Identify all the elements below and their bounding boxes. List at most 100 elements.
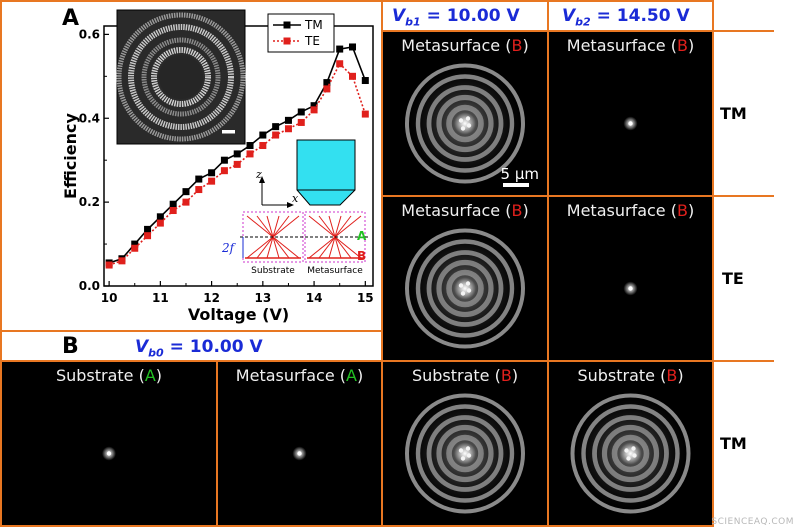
point-te-1 — [118, 257, 126, 265]
x-arrow-icon — [287, 202, 294, 208]
point-te-10 — [233, 160, 241, 168]
x-axis-letter: x — [292, 192, 299, 205]
voltage-label-vb2: Vb2 = 14.50 V — [562, 6, 690, 28]
vb1-subscript: b1 — [405, 15, 421, 29]
point-tm-4 — [156, 213, 164, 221]
diffraction-ring-4 — [446, 104, 484, 143]
vb0-value: = 10.00 V — [163, 337, 263, 357]
diffraction-ring-0 — [570, 393, 691, 514]
ray-top — [256, 215, 274, 238]
diffraction-ring-3 — [436, 94, 494, 153]
point-tm-3 — [144, 225, 152, 233]
ray-top — [272, 215, 300, 238]
sem-inset — [116, 9, 246, 145]
point-tm-12 — [259, 131, 267, 139]
diffraction-ring-1 — [415, 404, 515, 503]
point-tm-19 — [349, 43, 357, 51]
point-tm-14 — [284, 116, 292, 124]
speckle-1 — [466, 288, 472, 293]
vb2-subscript: b2 — [575, 15, 591, 29]
row-label-tm-2: TM — [720, 434, 747, 453]
y-tick-label-2: 0.4 — [79, 111, 100, 125]
point-tm-7 — [195, 175, 203, 183]
point-te-2 — [131, 244, 139, 252]
ray-bottom — [334, 236, 362, 259]
x-tick-label-1: 11 — [152, 291, 169, 305]
speckle-2 — [626, 456, 631, 461]
credit-watermark: SCIENCEAQ.COM — [711, 517, 794, 527]
ray-bundle-1 — [307, 215, 363, 259]
point-tm-10 — [233, 150, 241, 158]
caption-plane: B — [511, 36, 523, 55]
caption-text: Substrate ( — [55, 366, 145, 385]
caption-close: ) — [522, 36, 529, 55]
ray-top — [328, 215, 336, 238]
ray-top — [334, 215, 342, 238]
sem-core — [159, 55, 203, 99]
point-te-8 — [208, 177, 216, 185]
image-caption: Metasurface (B) — [383, 36, 547, 55]
point-te-4 — [156, 219, 164, 227]
scalebar-label: 5 μm — [500, 165, 539, 183]
focal-spot — [106, 451, 112, 456]
point-te-13 — [272, 131, 280, 139]
image-r1c2-render — [623, 116, 638, 131]
legend-label-tm: TM — [304, 18, 323, 32]
legend-marker-tm — [283, 21, 291, 29]
row-tick-1 — [714, 30, 774, 32]
x-tick-label-5: 15 — [357, 291, 374, 305]
row-label-te: TE — [722, 269, 744, 288]
image-r1c1-render — [401, 59, 529, 188]
panel-label-b: B — [62, 334, 79, 359]
ray-top — [308, 215, 336, 238]
diffraction-ring-1 — [415, 239, 515, 338]
point-te-9 — [220, 167, 228, 175]
ray-bottom — [308, 236, 336, 259]
caption-plane: B — [511, 201, 523, 220]
ray-top — [266, 215, 274, 238]
speckle-1 — [466, 453, 472, 458]
divider-h-a — [0, 330, 383, 332]
focal-spot — [297, 451, 302, 456]
ray-bottom — [272, 236, 280, 259]
point-tm-11 — [246, 142, 254, 150]
x-tick-label-3: 13 — [254, 291, 271, 305]
point-tm-17 — [323, 79, 331, 87]
image-b1-render — [102, 446, 116, 461]
image-caption: Substrate (B) — [549, 366, 712, 385]
diffraction-ring-4 — [446, 434, 484, 473]
ray-bottom — [272, 236, 290, 259]
image-caption: Substrate (B) — [383, 366, 547, 385]
point-te-15 — [297, 118, 305, 126]
objective-lens — [296, 139, 356, 206]
vb2-value: = 14.50 V — [590, 6, 690, 26]
caption-plane: B — [676, 201, 688, 220]
caption-close: ) — [155, 366, 163, 385]
speckle-0 — [624, 448, 629, 453]
ray-bottom — [328, 236, 336, 259]
speckle-0 — [458, 283, 464, 288]
plane-a-label: A — [357, 229, 367, 243]
speckle-3 — [631, 446, 636, 451]
image-r3c1-render — [401, 389, 529, 518]
diffraction-ring-4 — [611, 434, 650, 473]
y-tick-label-3: 0.6 — [79, 27, 100, 41]
divider-v-mid — [547, 0, 549, 527]
divider-h-row2 — [0, 360, 714, 362]
ray-top — [334, 215, 352, 238]
ray-top — [246, 215, 274, 238]
image-r2c2: Metasurface (B) — [549, 197, 712, 360]
image-r1c2: Metasurface (B) — [549, 32, 712, 195]
x-tick-label-2: 12 — [203, 291, 220, 305]
speckle-1 — [466, 123, 472, 128]
caption-close: ) — [677, 366, 684, 385]
point-te-17 — [323, 85, 331, 93]
ray-bottom — [318, 236, 336, 259]
ray-top — [272, 215, 280, 238]
diffraction-ring-2 — [592, 415, 669, 492]
point-te-6 — [182, 198, 190, 206]
point-tm-5 — [169, 200, 177, 208]
point-te-12 — [259, 142, 267, 150]
vb0-symbol: V — [135, 337, 149, 357]
row-label-tm-1: TM — [720, 104, 747, 123]
